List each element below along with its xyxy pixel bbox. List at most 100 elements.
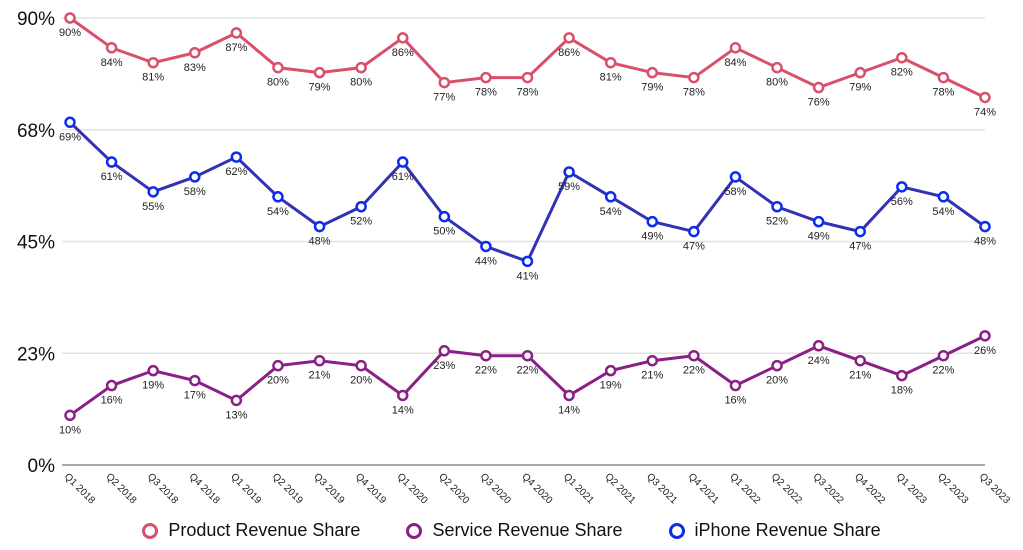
data-label: 22% [932,365,954,377]
data-label: 41% [516,270,538,282]
data-point [313,220,326,233]
data-label: 22% [516,365,538,377]
x-tick-label: Q1 2022 [727,471,762,506]
data-point [854,66,866,79]
data-point [563,389,575,402]
y-tick-label: 68% [17,121,55,142]
data-label: 52% [350,216,372,228]
data-point [438,76,451,89]
data-label: 48% [309,236,331,248]
data-label: 86% [392,47,414,59]
data-point [604,56,617,69]
x-tick-label: Q4 2021 [686,471,721,506]
x-tick-label: Q2 2018 [103,471,138,506]
data-label: 78% [683,87,705,99]
data-point [979,91,991,104]
data-point [604,364,617,377]
series-2: 69% 61% 55% 58% 62% 54% 48% 52% 61% 50% 44% 41% 59% 5… [59,116,996,282]
data-label: 26% [974,345,996,357]
data-point [64,12,76,24]
data-point [896,181,908,193]
data-label: 20% [766,375,788,387]
data-label: 55% [142,201,164,213]
data-point [105,156,118,168]
series-0: 90% 84% 81% 83% 87% 80% 79% 80% 86% 77% 78% 78% 86% 8… [59,12,996,118]
data-point [854,354,866,367]
data-point [604,191,617,203]
data-label: 18% [891,385,913,397]
x-tick-label: Q4 2022 [852,471,887,506]
data-label: 21% [641,370,663,382]
series-1: 10% 16% 19% 17% 13% 20% 21% 20% 14% 23% 22% 22% 14% 1… [59,330,996,436]
data-point [355,359,367,372]
line-chart: 0%23%45%68%90%Q1 2018 Q2 2018 Q3 2018 Q4 20… [17,9,1012,507]
legend-item: iPhone Revenue Share [668,520,881,541]
data-point [937,191,950,203]
data-label: 87% [225,42,247,54]
data-label: 16% [724,395,746,407]
data-label: 24% [808,355,830,367]
y-tick-label: 0% [28,456,56,477]
data-label: 52% [766,216,788,228]
x-tick-label: Q3 2018 [145,471,180,506]
data-point [480,71,492,84]
data-label: 47% [849,241,871,253]
x-tick-label: Q3 2019 [311,471,346,506]
x-tick-label: Q1 2019 [228,471,263,506]
data-point [521,255,534,268]
data-point [896,369,908,382]
data-label: 14% [558,404,580,416]
x-tick-label: Q2 2020 [436,471,471,506]
data-point [812,215,825,228]
data-point [272,359,284,372]
data-label: 17% [184,390,206,402]
data-label: 58% [184,186,206,198]
data-point [896,51,908,64]
data-point [313,354,326,367]
data-label: 14% [392,404,414,416]
x-tick-label: Q3 2022 [811,471,846,506]
data-label: 22% [683,365,705,377]
data-point [688,225,700,238]
data-point [105,379,118,392]
y-tick-label: 90% [17,9,55,30]
data-label: 84% [724,57,746,69]
data-point [729,42,742,54]
legend-marker-icon [668,522,685,539]
data-point [979,330,991,342]
data-label: 19% [600,380,622,392]
y-tick-label: 23% [17,344,55,365]
data-point [396,389,409,402]
data-label: 81% [142,72,164,84]
data-point [313,66,326,79]
x-tick-label: Q4 2019 [353,471,388,506]
data-point [230,151,243,163]
data-label: 81% [600,72,622,84]
x-tick-label: Q2 2023 [935,471,970,506]
data-label: 59% [558,181,580,193]
data-label: 80% [766,77,788,89]
data-label: 84% [101,57,123,69]
data-point [729,379,742,392]
data-label: 62% [225,166,247,178]
data-point [480,349,492,362]
series-line [68,121,986,264]
data-point [396,32,409,44]
data-label: 58% [724,186,746,198]
data-point [521,349,534,362]
data-label: 21% [309,370,331,382]
data-label: 80% [267,77,289,89]
legend-marker-icon [406,522,423,539]
data-label: 56% [891,196,913,208]
data-point [438,210,451,223]
x-tick-label: Q4 2018 [187,471,222,506]
x-tick-label: Q1 2018 [62,471,97,506]
data-label: 82% [891,67,913,79]
x-tick-label: Q2 2022 [769,471,804,506]
legend-label: iPhone Revenue Share [694,520,881,540]
data-label: 47% [683,241,705,253]
y-tick-label: 45% [17,233,55,254]
data-label: 19% [142,380,164,392]
data-point [854,225,866,238]
data-point [771,359,783,372]
